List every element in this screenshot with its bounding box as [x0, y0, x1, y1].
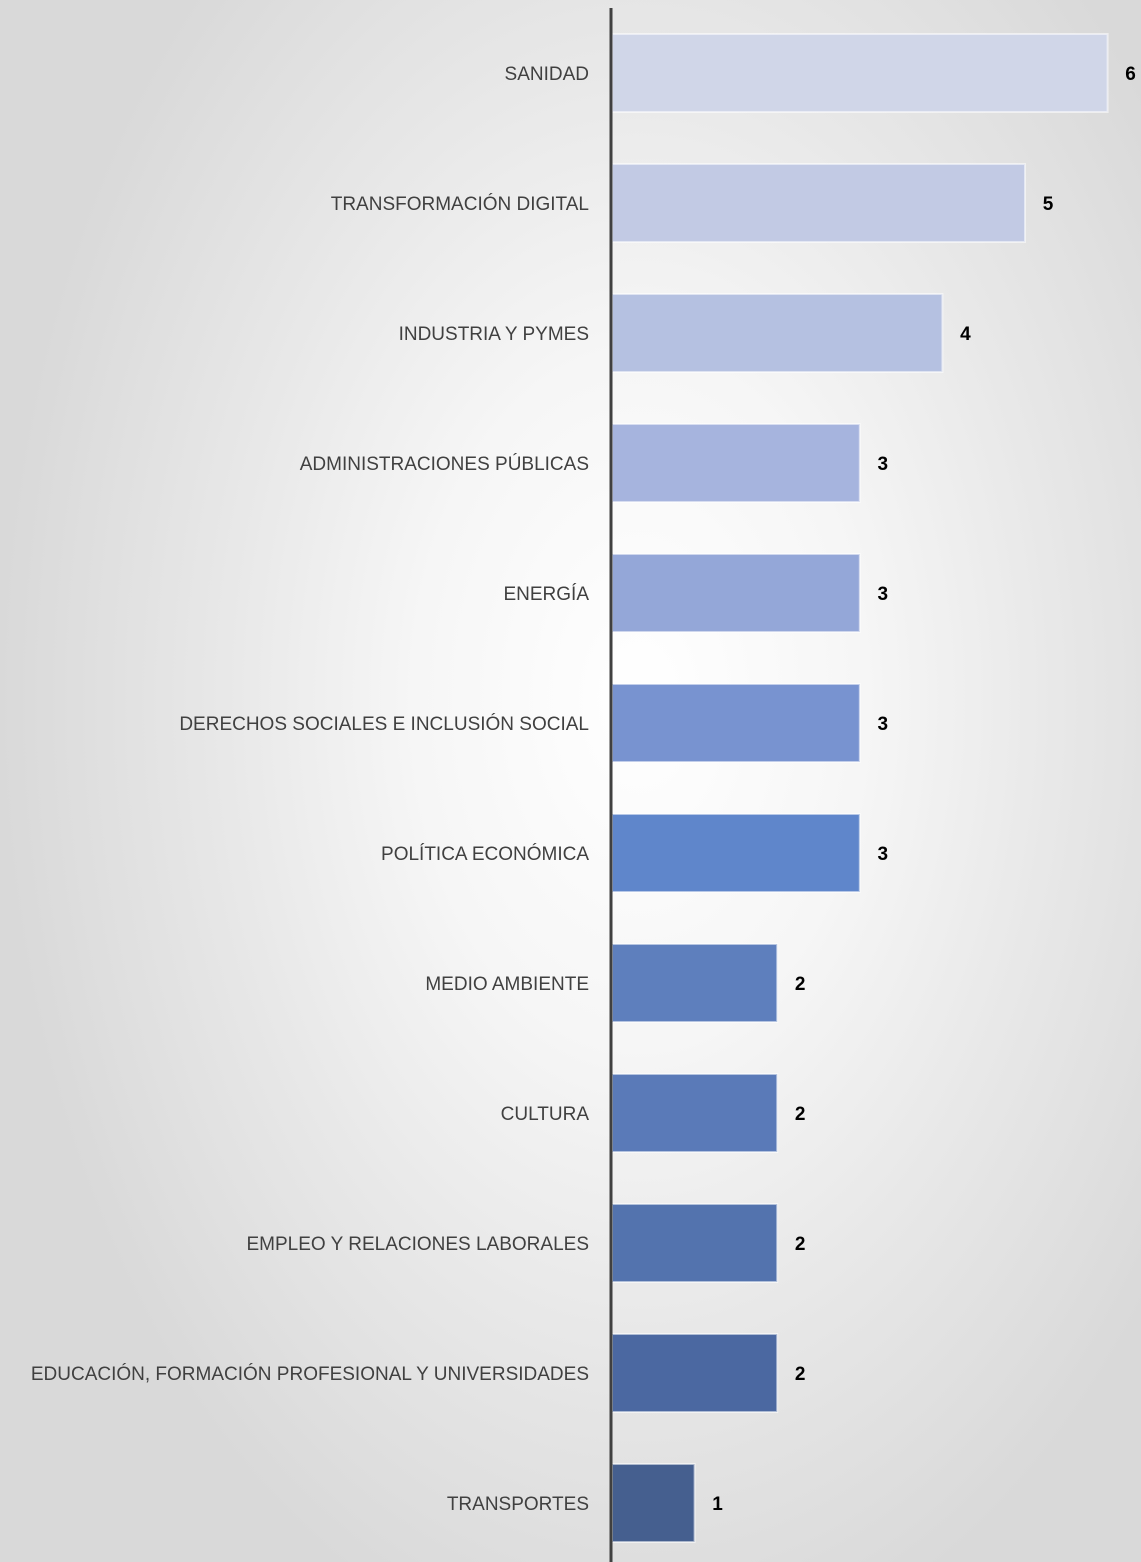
value-labels: 6 5 4 3 3 3 3 2 2 2 2 1 — [712, 64, 1136, 1515]
category-label: MEDIO AMBIENTE — [425, 974, 589, 995]
value-label: 6 — [1125, 64, 1136, 85]
bar — [611, 813, 861, 893]
category-label: ENERGÍA — [503, 584, 589, 605]
bars-layer — [611, 33, 1109, 1543]
value-label: 3 — [878, 454, 889, 475]
bar — [611, 1333, 779, 1413]
bar — [611, 293, 944, 373]
category-label: TRANSPORTES — [447, 1494, 589, 1515]
bar — [611, 33, 1109, 113]
category-label: EDUCACIÓN, FORMACIÓN PROFESIONAL Y UNIVE… — [31, 1363, 589, 1385]
value-label: 3 — [878, 714, 889, 735]
category-label: CULTURA — [501, 1104, 590, 1125]
category-label: SANIDAD — [505, 64, 589, 85]
bar — [611, 423, 861, 503]
bar — [611, 553, 861, 633]
bar — [611, 943, 779, 1023]
bar — [611, 1203, 779, 1283]
category-labels: SANIDAD TRANSFORMACIÓN DIGITAL INDUSTRIA Y… — [31, 64, 589, 1515]
value-label: 3 — [878, 584, 889, 605]
value-label: 2 — [795, 1234, 806, 1255]
category-label: TRANSFORMACIÓN DIGITAL — [331, 193, 589, 215]
value-label: 2 — [795, 1364, 806, 1385]
value-label: 3 — [878, 844, 889, 865]
value-label: 2 — [795, 974, 806, 995]
value-label: 5 — [1043, 194, 1054, 215]
category-label: EMPLEO Y RELACIONES LABORALES — [247, 1234, 590, 1255]
category-label: POLÍTICA ECONÓMICA — [381, 843, 589, 865]
category-label: ADMINISTRACIONES PÚBLICAS — [300, 453, 589, 475]
value-label: 2 — [795, 1104, 806, 1125]
bar — [611, 1073, 779, 1153]
category-label: INDUSTRIA Y PYMES — [399, 324, 589, 345]
value-label: 4 — [960, 324, 971, 345]
category-label: DERECHOS SOCIALES E INCLUSIÓN SOCIAL — [179, 713, 589, 735]
bar — [611, 163, 1026, 243]
bar — [611, 1463, 696, 1543]
bar — [611, 683, 861, 763]
value-label: 1 — [712, 1494, 723, 1515]
